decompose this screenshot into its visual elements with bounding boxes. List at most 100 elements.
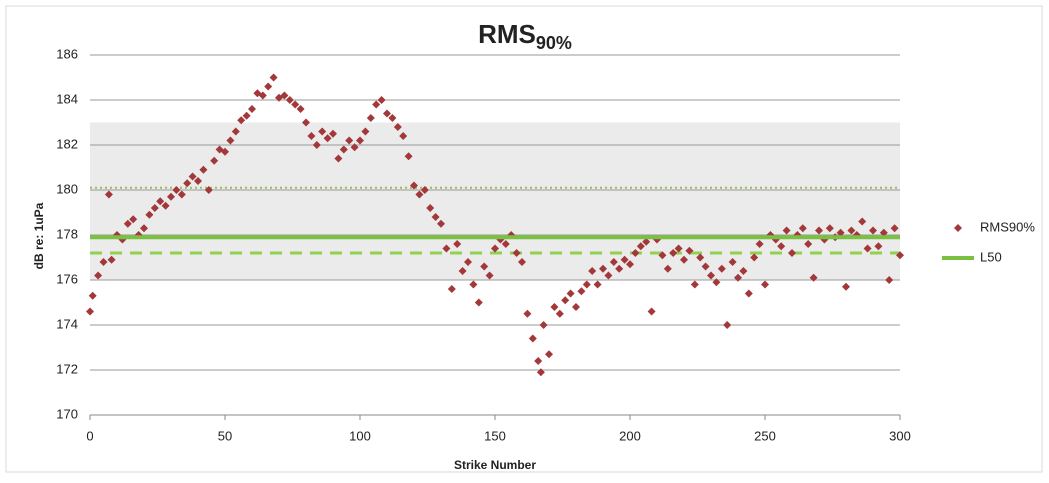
data-point	[264, 82, 273, 91]
data-point	[599, 264, 607, 273]
data-point	[280, 91, 289, 100]
data-point	[728, 258, 737, 266]
data-point	[577, 287, 586, 296]
data-point	[372, 100, 381, 109]
data-point	[183, 179, 192, 188]
data-point	[383, 109, 391, 118]
data-point	[485, 271, 494, 280]
y-tick-label: 170	[56, 406, 78, 421]
data-point	[99, 258, 108, 266]
y-tick-label: 180	[56, 181, 78, 196]
data-point	[534, 357, 543, 365]
x-tick-label: 150	[484, 428, 506, 443]
data-point	[717, 264, 726, 273]
data-point	[345, 136, 354, 145]
data-point	[377, 96, 386, 104]
y-tick-label: 182	[56, 136, 78, 151]
data-point	[361, 127, 370, 136]
data-point	[312, 141, 321, 149]
data-point	[798, 224, 807, 233]
legend-label: RMS90%	[980, 219, 1035, 234]
data-point	[842, 282, 850, 291]
data-point	[815, 226, 823, 235]
data-point	[431, 213, 440, 221]
data-point	[755, 240, 764, 248]
legend-label: L50	[980, 249, 1002, 264]
data-point	[712, 278, 721, 287]
data-point	[415, 190, 424, 199]
chart-title: RMS90%	[478, 19, 572, 53]
data-point	[123, 219, 132, 228]
data-point	[237, 116, 246, 125]
data-point	[491, 244, 499, 253]
data-point	[572, 303, 580, 311]
data-point	[172, 186, 181, 194]
data-point	[615, 264, 624, 273]
data-point	[458, 267, 467, 275]
data-point	[631, 249, 640, 257]
data-point	[140, 224, 148, 233]
data-point	[788, 249, 796, 257]
y-axis-label: dB re: 1uPa	[32, 202, 46, 269]
data-point	[863, 244, 872, 253]
data-point	[86, 307, 94, 316]
data-point	[518, 258, 526, 266]
data-point	[188, 172, 197, 181]
data-point	[464, 258, 472, 266]
data-point	[739, 267, 748, 275]
data-point	[620, 255, 629, 264]
data-point	[204, 186, 213, 194]
data-point	[685, 246, 694, 255]
data-point	[539, 321, 548, 329]
data-point	[761, 280, 769, 289]
y-tick-label: 186	[56, 46, 78, 61]
data-point	[593, 280, 602, 289]
data-point	[879, 228, 888, 237]
x-axis-label: Strike Number	[454, 458, 536, 472]
data-point	[555, 309, 564, 318]
data-point	[410, 181, 418, 190]
data-point	[696, 253, 705, 262]
data-point	[453, 240, 462, 248]
data-point	[296, 105, 305, 113]
legend-marker	[954, 224, 962, 232]
data-point	[674, 244, 683, 253]
data-point	[194, 177, 202, 185]
data-point	[285, 96, 294, 104]
data-point	[88, 291, 97, 300]
title-main: RMS	[478, 19, 536, 49]
data-point	[291, 100, 300, 109]
data-point	[221, 147, 229, 156]
data-point	[339, 145, 348, 154]
data-point	[104, 190, 113, 199]
data-point	[210, 156, 219, 165]
data-point	[750, 253, 759, 262]
data-point	[474, 298, 483, 307]
data-point	[536, 368, 545, 377]
data-point	[177, 190, 186, 199]
data-point	[426, 204, 435, 212]
data-point	[248, 105, 256, 113]
data-point	[690, 280, 699, 289]
data-point	[885, 276, 894, 284]
data-point	[404, 152, 413, 161]
data-point	[323, 134, 332, 143]
x-tick-label: 0	[86, 428, 93, 443]
data-point	[242, 111, 251, 120]
data-point	[145, 210, 154, 219]
data-point	[744, 289, 753, 298]
data-point	[329, 129, 337, 138]
data-point	[782, 226, 791, 235]
data-point	[663, 264, 672, 273]
data-point	[566, 289, 575, 298]
y-tick-label: 172	[56, 361, 78, 376]
data-point	[734, 273, 742, 282]
data-point	[636, 242, 645, 251]
data-point	[858, 217, 867, 226]
title-subscript: 90%	[536, 33, 572, 53]
data-point	[437, 219, 445, 228]
y-tick-label: 174	[56, 316, 78, 331]
data-point	[161, 201, 170, 210]
data-point	[199, 165, 208, 174]
